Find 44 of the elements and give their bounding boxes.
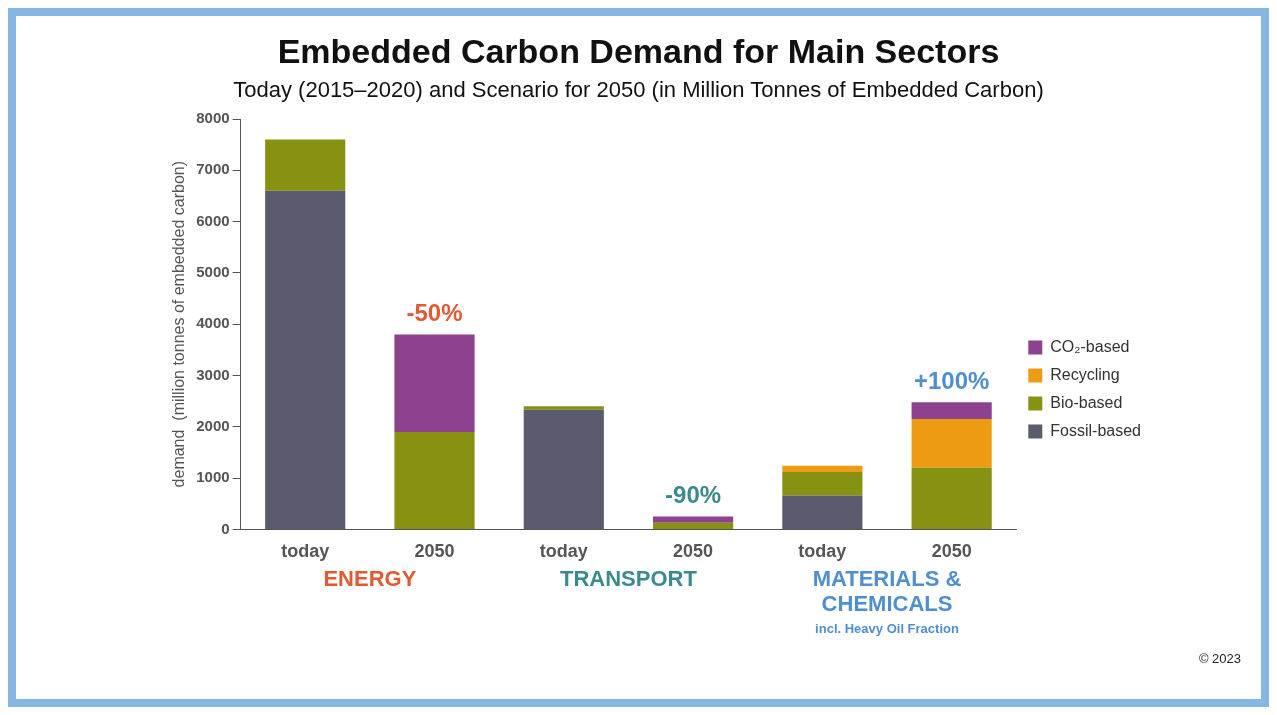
y-axis-title: demand (million tonnes of embedded carbon) bbox=[170, 160, 188, 488]
y-tick-label: 3000 bbox=[196, 365, 230, 383]
y-tick-label: 4000 bbox=[196, 314, 230, 332]
bar bbox=[911, 419, 992, 468]
bar bbox=[653, 522, 734, 529]
text: MATERIALS & CHEMICALS bbox=[812, 566, 962, 617]
annotation: -50% bbox=[406, 299, 463, 327]
y-tick-label: 0 bbox=[221, 519, 230, 537]
bar bbox=[782, 471, 863, 496]
x-tick-label: 2050 bbox=[414, 541, 455, 562]
legend-label: Recycling bbox=[1050, 365, 1120, 383]
y-tick-label: 6000 bbox=[196, 211, 230, 229]
bar bbox=[653, 516, 734, 523]
x-tick-label: today bbox=[798, 541, 847, 562]
legend-label: Fossil-based bbox=[1050, 421, 1141, 439]
chart-subtitle: Today (2015–2020) and Scenario for 2050 (in Million Tonnes of Embedded Carbon) bbox=[232, 77, 1045, 103]
bar bbox=[265, 139, 346, 191]
annotation: -90% bbox=[665, 481, 722, 509]
bar bbox=[782, 465, 863, 472]
bar bbox=[782, 495, 863, 529]
legend-label: CO₂-based bbox=[1050, 337, 1130, 355]
bar bbox=[911, 467, 992, 529]
bar bbox=[265, 190, 346, 529]
text: ENERGY bbox=[323, 566, 417, 592]
bar bbox=[523, 406, 604, 410]
text: © 2023 bbox=[1198, 651, 1241, 667]
x-tick-label: today bbox=[281, 541, 330, 562]
bar bbox=[394, 334, 475, 432]
y-tick-label: 5000 bbox=[196, 263, 230, 281]
y-tick-label: 1000 bbox=[196, 468, 230, 486]
x-tick-label: today bbox=[539, 541, 588, 562]
chart-title: Embedded Carbon Demand for Main Sectors bbox=[276, 31, 1001, 71]
x-tick-label: 2050 bbox=[673, 541, 714, 562]
annotation: +100% bbox=[913, 366, 990, 394]
y-tick-label: 7000 bbox=[196, 160, 230, 178]
text: incl. Heavy Oil Fraction bbox=[815, 621, 959, 637]
bar bbox=[394, 431, 475, 529]
legend-label: Bio-based bbox=[1050, 393, 1123, 411]
y-tick-label: 2000 bbox=[196, 416, 230, 434]
bar bbox=[911, 402, 992, 420]
y-tick-label: 8000 bbox=[196, 109, 230, 127]
x-tick-label: 2050 bbox=[931, 541, 972, 562]
bar bbox=[523, 409, 604, 529]
text: TRANSPORT bbox=[559, 566, 698, 592]
